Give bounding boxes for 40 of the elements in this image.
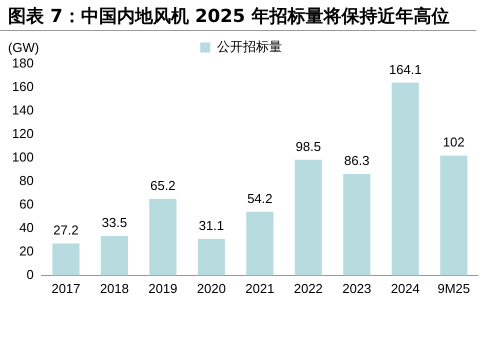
x-tick-label: 2022: [294, 280, 323, 296]
x-tick-label: 2024: [390, 280, 420, 296]
y-tick-label: 80: [19, 173, 34, 188]
data-label: 33.5: [102, 215, 128, 230]
x-tick-label: 2023: [342, 280, 372, 296]
chart-title: 图表 7：中国内地风机 2025 年招标量将保持近年高位: [0, 0, 476, 31]
y-tick-label: 60: [19, 196, 34, 212]
bar: [149, 198, 176, 276]
x-tick-label: 2018: [100, 280, 129, 296]
bar: [100, 236, 128, 276]
y-tick-label: 180: [12, 56, 34, 71]
y-tick-label: 140: [12, 102, 34, 118]
y-tick-label: 160: [12, 79, 34, 94]
data-label: 54.2: [247, 190, 272, 206]
data-label: 98.5: [296, 138, 321, 154]
y-tick-label: 0: [26, 266, 34, 282]
data-label: 86.3: [344, 153, 370, 168]
y-tick-label: 120: [12, 126, 34, 142]
x-tick-label: 9M25: [437, 280, 470, 296]
bar: [52, 243, 80, 276]
data-label: 102: [442, 134, 465, 150]
x-tick-label: 2019: [148, 280, 178, 296]
bar: [246, 212, 274, 276]
legend-label: 公开招标量: [216, 40, 282, 55]
data-label: 27.2: [53, 222, 79, 238]
bar: [343, 174, 370, 276]
y-tick-label: 40: [19, 220, 34, 235]
y-tick-label: 20: [19, 243, 34, 258]
x-tick-label: 2017: [51, 280, 80, 296]
x-tick-label: 2020: [196, 280, 226, 296]
y-axis-title: (GW): [8, 40, 40, 55]
bar: [198, 238, 225, 276]
x-tick-label: 2021: [245, 280, 274, 296]
bar: [440, 156, 468, 276]
data-label: 65.2: [150, 178, 176, 193]
bar: [294, 160, 322, 276]
data-label: 31.1: [198, 218, 224, 233]
data-label: 164.1: [389, 62, 422, 77]
y-tick-label: 100: [12, 150, 34, 165]
bar: [392, 82, 419, 276]
